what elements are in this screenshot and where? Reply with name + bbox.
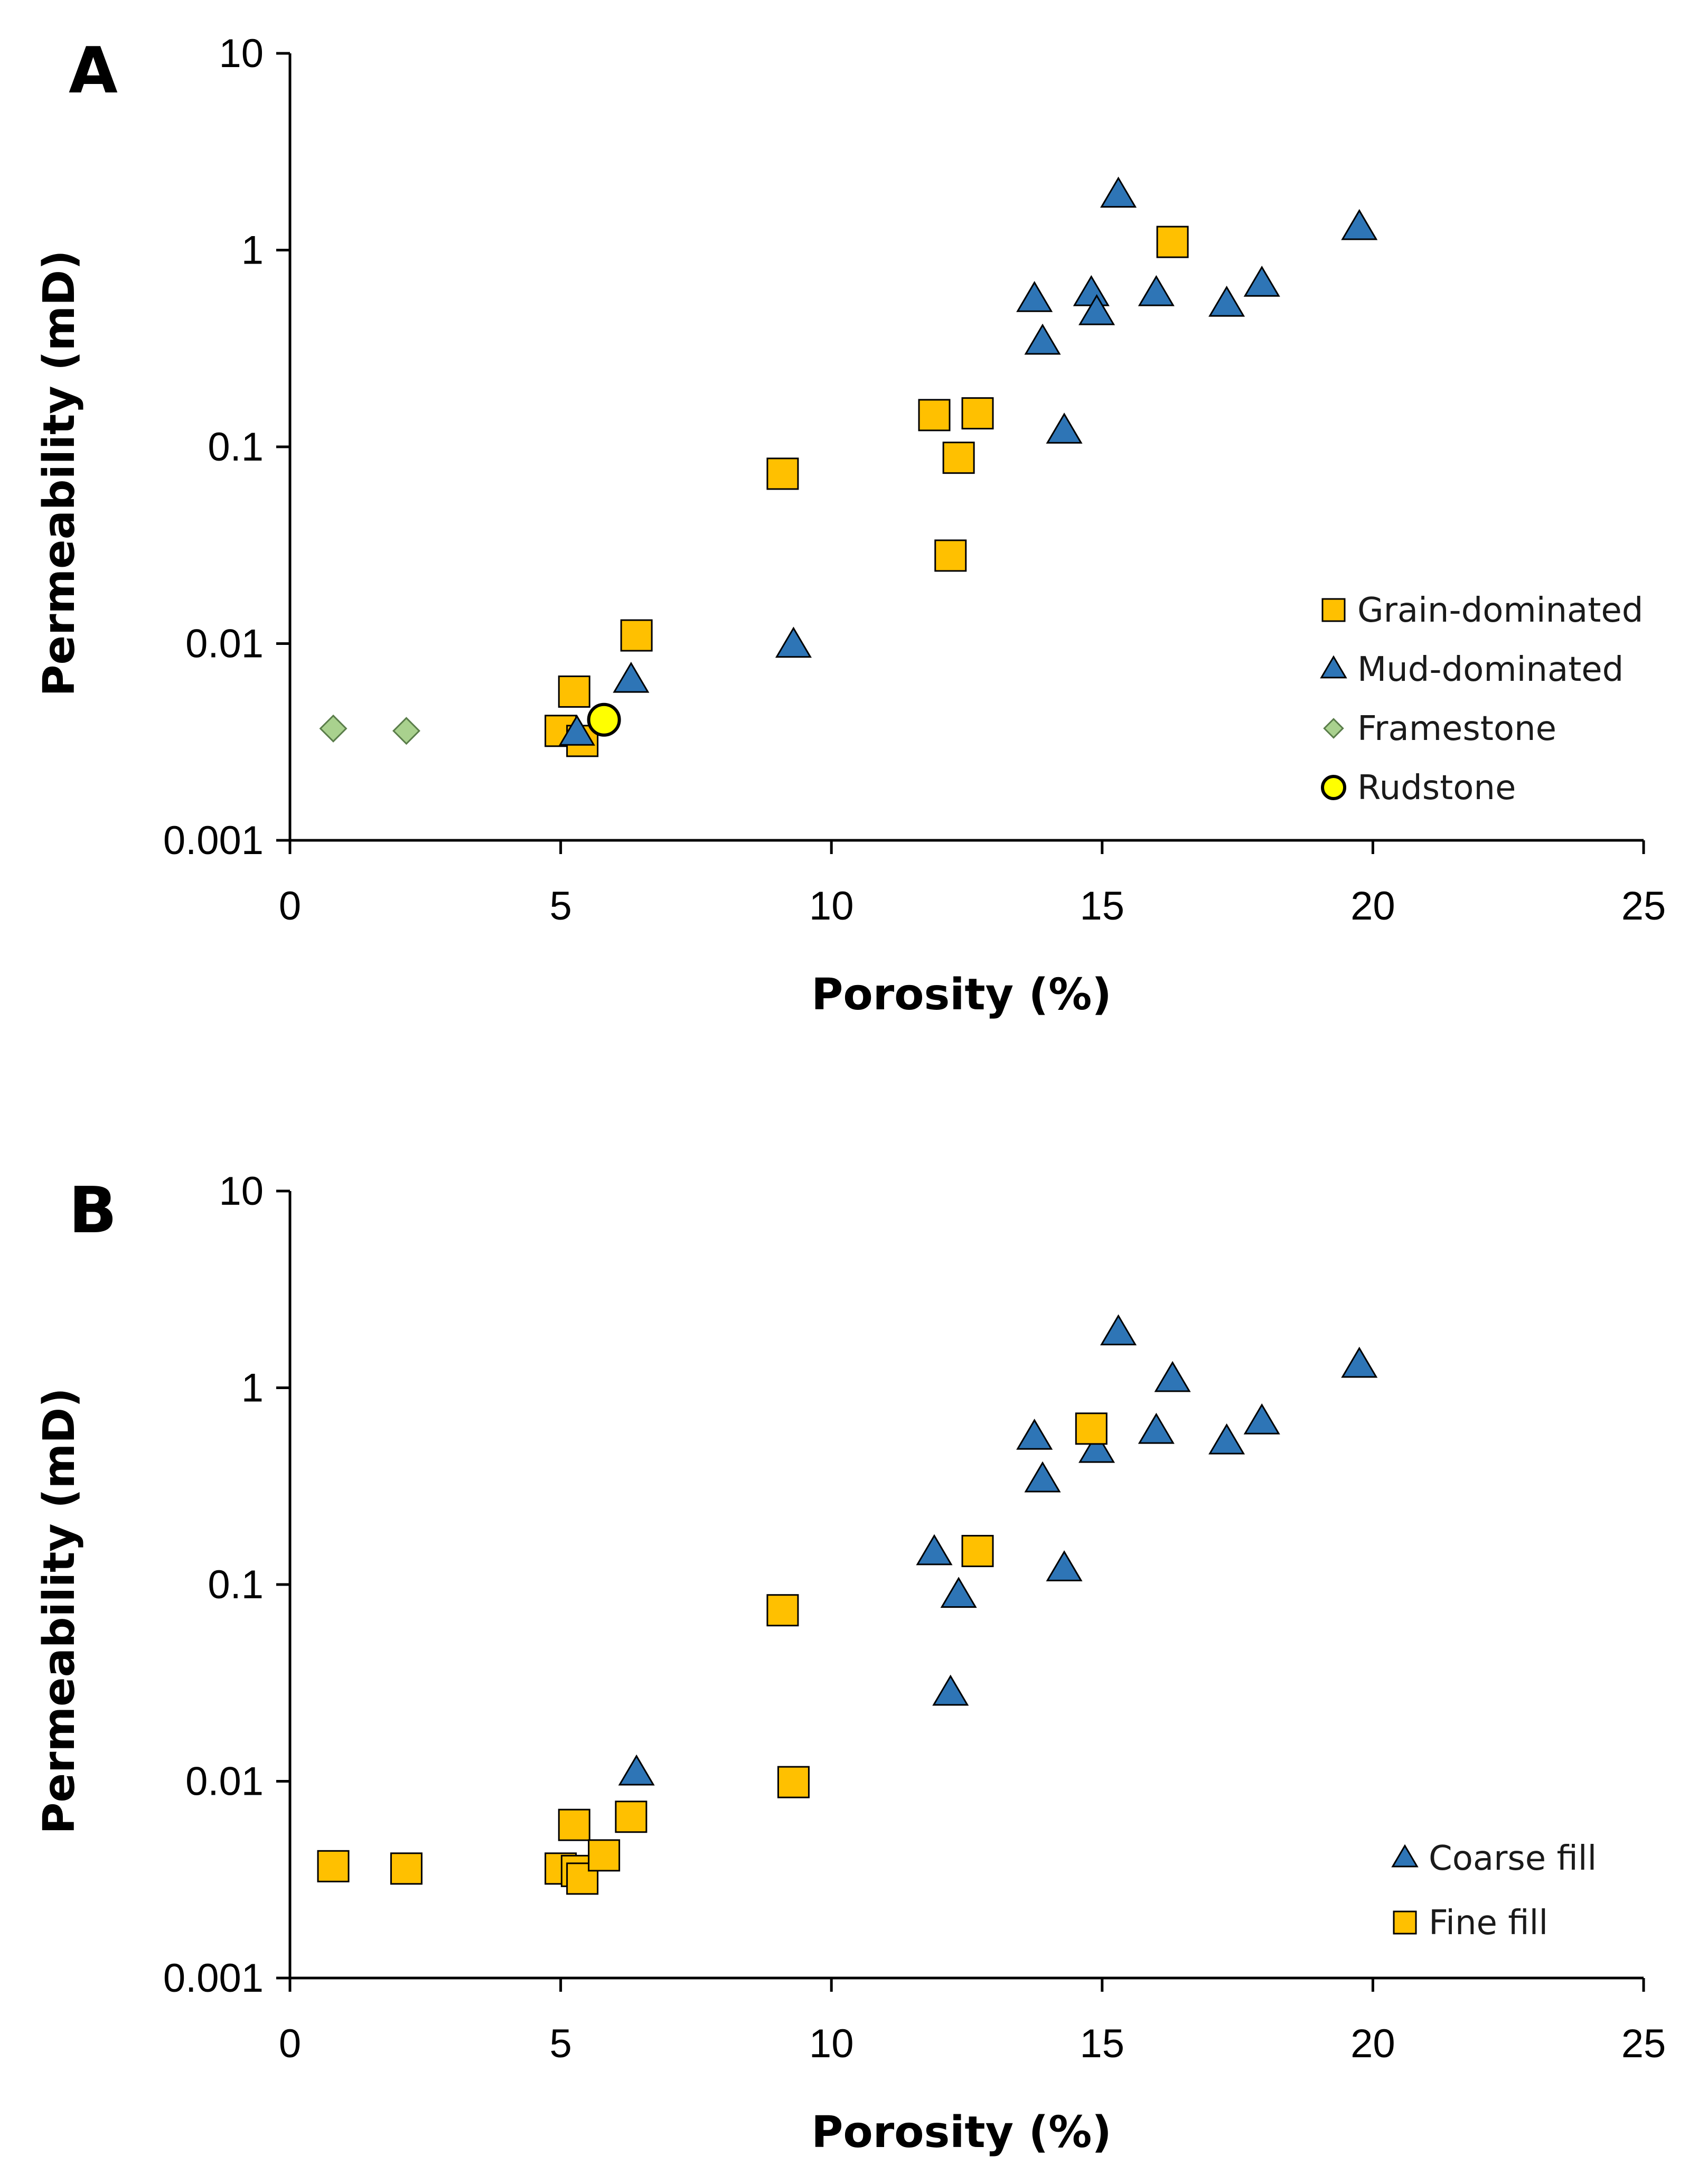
data-point (1075, 1412, 1108, 1445)
y-tick-label: 0.01 (185, 1759, 264, 1804)
data-point (1024, 323, 1061, 355)
data-point (618, 1754, 655, 1786)
x-tick-label: 15 (1080, 884, 1125, 929)
legend-marker (1393, 1910, 1417, 1935)
x-tick-label: 15 (1080, 2021, 1125, 2066)
series-coarse-fill (618, 1314, 1378, 1786)
legend: Coarse fill Fine fill (1391, 1839, 1597, 1943)
x-tick-label: 25 (1621, 884, 1666, 929)
x-tick-label: 5 (549, 884, 571, 929)
data-point (1154, 1361, 1191, 1392)
y-axis-title: Permeability (mD) (34, 250, 85, 696)
data-point (932, 1674, 969, 1706)
chart-panel-a: A 0.001 0.01 0.1 1 10 0 5 10 15 20 25 Porosity (%) Pe… (34, 31, 1666, 1020)
y-tick-label: 0.1 (208, 1562, 264, 1607)
legend-label: Grain-dominated (1357, 591, 1643, 630)
x-axis-title: Porosity (%) (811, 2107, 1111, 2158)
legend-marker (1320, 655, 1347, 679)
data-point (1341, 1346, 1378, 1378)
series-rudstone (587, 702, 621, 737)
data-point (1046, 1550, 1083, 1581)
data-point (613, 661, 650, 693)
legend-label: Fine fill (1429, 1904, 1548, 1943)
y-tick-label: 10 (219, 31, 264, 76)
series-mud-dominated (558, 176, 1378, 746)
data-point (1016, 280, 1053, 312)
data-point (916, 1534, 953, 1566)
series-fine-fill (317, 1412, 1108, 1895)
data-point (1138, 275, 1175, 306)
data-point (766, 457, 799, 490)
data-point (1024, 1461, 1061, 1493)
data-point (1078, 1431, 1115, 1463)
x-tick-label: 10 (809, 884, 854, 929)
data-point (317, 1850, 350, 1882)
data-point (588, 1839, 621, 1872)
y-tick-label: 1 (241, 1366, 264, 1411)
data-point (1208, 285, 1245, 317)
legend-label: Coarse fill (1429, 1839, 1597, 1878)
data-point (777, 1766, 810, 1798)
data-point (558, 1808, 590, 1841)
y-tick-label: 0.001 (163, 818, 264, 863)
x-tick-label: 5 (549, 2021, 571, 2066)
data-point (1100, 176, 1137, 208)
data-point (961, 1535, 994, 1568)
panel-label: A (69, 34, 118, 108)
data-point (918, 399, 951, 432)
series-framestone (319, 714, 420, 745)
legend: Grain-dominated Mud-dominated Framestone Ru… (1320, 591, 1643, 808)
data-point (615, 1801, 648, 1833)
data-point (1208, 1423, 1245, 1455)
data-point (558, 715, 595, 746)
data-point (942, 442, 975, 474)
data-point (934, 539, 967, 572)
data-point (961, 397, 994, 430)
data-point (1078, 294, 1115, 325)
y-tick-label: 0.1 (208, 425, 264, 470)
data-point (766, 1594, 799, 1627)
data-point (319, 714, 348, 743)
legend-label: Rudstone (1357, 768, 1516, 808)
y-axis-title: Permeability (mD) (34, 1388, 85, 1834)
data-point (587, 702, 621, 737)
legend-label: Mud-dominated (1357, 650, 1624, 689)
data-point (1341, 209, 1378, 240)
data-point (1046, 413, 1083, 444)
x-tick-label: 10 (809, 2021, 854, 2066)
data-point (390, 1852, 423, 1885)
y-tick-label: 10 (219, 1169, 264, 1214)
data-point (1243, 265, 1280, 297)
data-point (940, 1577, 977, 1608)
data-point (392, 717, 420, 745)
legend-marker (1321, 598, 1346, 622)
data-point (1243, 1403, 1280, 1435)
x-tick-label: 20 (1350, 2021, 1395, 2066)
data-point (1138, 1412, 1175, 1444)
legend-label: Framestone (1357, 709, 1556, 748)
data-point (1016, 1418, 1053, 1450)
y-tick-label: 1 (241, 228, 264, 273)
y-tick-label: 0.01 (185, 622, 264, 667)
x-tick-label: 20 (1350, 884, 1395, 929)
data-point (558, 675, 590, 708)
data-point (620, 619, 653, 652)
x-axis-title: Porosity (%) (811, 970, 1111, 1020)
x-tick-label: 25 (1621, 2021, 1666, 2066)
x-tick-label: 0 (279, 2021, 301, 2066)
panel-label: B (69, 1174, 117, 1248)
x-tick-label: 0 (279, 884, 301, 929)
legend-marker (1323, 718, 1344, 739)
legend-marker (1321, 775, 1346, 800)
data-point (1100, 1314, 1137, 1346)
legend-marker (1391, 1844, 1419, 1868)
data-point (775, 626, 812, 658)
chart-panel-b: B 0.001 0.01 0.1 1 10 0 5 10 15 20 25 Porosity (%) Pe… (34, 1169, 1666, 2158)
y-tick-label: 0.001 (163, 1956, 264, 2001)
data-point (1156, 226, 1189, 258)
